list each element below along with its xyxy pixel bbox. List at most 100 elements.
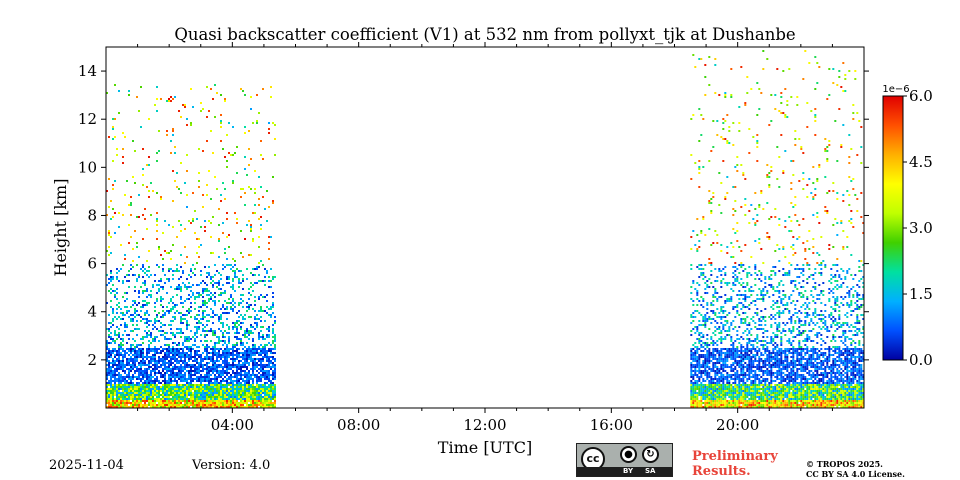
heatmap-cell-seg0 bbox=[178, 398, 180, 400]
heatmap-cell-seg0 bbox=[130, 314, 132, 316]
heatmap-cell-seg0 bbox=[106, 394, 108, 396]
heatmap-cell-seg0 bbox=[194, 332, 196, 334]
heatmap-cell-seg1 bbox=[760, 398, 763, 400]
heatmap-cell-seg0 bbox=[198, 350, 200, 352]
heatmap-cell-seg0 bbox=[254, 402, 256, 404]
heatmap-cell-seg0 bbox=[164, 368, 166, 370]
heatmap-cell-seg0 bbox=[268, 128, 270, 130]
heatmap-cell-seg0 bbox=[258, 298, 260, 300]
heatmap-cell-seg0 bbox=[174, 316, 176, 318]
heatmap-cell-seg0 bbox=[156, 152, 158, 154]
heatmap-cell-seg0 bbox=[250, 254, 252, 256]
heatmap-cell-seg1 bbox=[714, 314, 717, 316]
heatmap-cell-seg0 bbox=[272, 370, 274, 372]
heatmap-cell-seg0 bbox=[240, 338, 242, 340]
heatmap-cell-seg0 bbox=[108, 314, 110, 316]
heatmap-cell-seg0 bbox=[208, 398, 210, 400]
heatmap-cell-seg0 bbox=[272, 200, 274, 202]
heatmap-cell-seg1 bbox=[712, 378, 715, 380]
heatmap-cell-seg0 bbox=[128, 364, 130, 366]
heatmap-cell-seg1 bbox=[750, 366, 753, 368]
heatmap-cell-seg0 bbox=[226, 312, 228, 314]
heatmap-cell-seg0 bbox=[110, 380, 112, 382]
heatmap-cell-seg0 bbox=[132, 364, 134, 366]
heatmap-cell-seg1 bbox=[724, 324, 727, 326]
heatmap-cell-seg1 bbox=[698, 372, 701, 374]
heatmap-cell-seg1 bbox=[696, 346, 699, 348]
heatmap-cell-seg0 bbox=[112, 318, 114, 320]
heatmap-cell-seg0 bbox=[270, 306, 272, 308]
heatmap-cell-seg0 bbox=[252, 240, 254, 242]
heatmap-cell-seg0 bbox=[184, 358, 186, 360]
heatmap-cell-seg0 bbox=[184, 380, 186, 382]
heatmap-cell-seg0 bbox=[180, 358, 182, 360]
heatmap-cell-seg0 bbox=[106, 354, 108, 356]
heatmap-cell-seg0 bbox=[118, 346, 120, 348]
heatmap-cell-seg0 bbox=[144, 398, 146, 400]
heatmap-cell-seg0 bbox=[202, 388, 204, 390]
heatmap-cell-seg0 bbox=[244, 392, 246, 394]
heatmap-cell-seg1 bbox=[750, 334, 753, 336]
heatmap-cell-seg1 bbox=[698, 300, 701, 302]
heatmap-cell-seg1 bbox=[762, 378, 765, 380]
heatmap-cell-seg1 bbox=[718, 332, 721, 334]
heatmap-cell-seg0 bbox=[122, 280, 124, 282]
heatmap-cell-seg0 bbox=[148, 392, 150, 394]
heatmap-cell-seg0 bbox=[140, 366, 142, 368]
heatmap-cell-seg0 bbox=[254, 390, 256, 392]
heatmap-cell-seg0 bbox=[112, 290, 114, 292]
heatmap-cell-seg0 bbox=[214, 406, 216, 408]
heatmap-cell-seg0 bbox=[140, 348, 142, 350]
heatmap-cell-seg0 bbox=[264, 392, 266, 394]
heatmap-cell-seg1 bbox=[716, 380, 719, 382]
heatmap-cell-seg1 bbox=[690, 286, 693, 288]
heatmap-cell-seg1 bbox=[742, 392, 745, 394]
heatmap-cell-seg1 bbox=[706, 354, 709, 356]
heatmap-cell-seg0 bbox=[188, 286, 190, 288]
heatmap-cell-seg0 bbox=[272, 392, 274, 394]
heatmap-cell-seg0 bbox=[152, 338, 154, 340]
heatmap-cell-seg0 bbox=[182, 306, 184, 308]
heatmap-cell-seg0 bbox=[118, 344, 120, 346]
heatmap-cell-seg0 bbox=[110, 252, 112, 254]
heatmap-cell-seg1 bbox=[742, 304, 745, 306]
heatmap-cell-seg0 bbox=[178, 394, 180, 396]
heatmap-cell-seg0 bbox=[224, 198, 226, 200]
heatmap-cell-seg0 bbox=[226, 276, 228, 278]
heatmap-cell-seg0 bbox=[128, 386, 130, 388]
heatmap-cell-seg1 bbox=[720, 374, 723, 376]
heatmap-cell-seg1 bbox=[710, 384, 713, 386]
heatmap-cell-seg1 bbox=[694, 366, 697, 368]
heatmap-cell-seg0 bbox=[260, 388, 262, 390]
heatmap-cell-seg0 bbox=[252, 352, 254, 354]
heatmap-cell-seg0 bbox=[166, 404, 168, 406]
heatmap-cell-seg0 bbox=[264, 398, 266, 400]
heatmap-cell-seg0 bbox=[162, 286, 164, 288]
heatmap-cell-seg0 bbox=[150, 332, 152, 334]
heatmap-cell-seg1 bbox=[738, 376, 741, 378]
heatmap-cell-seg0 bbox=[178, 342, 180, 344]
heatmap-cell-seg0 bbox=[200, 322, 202, 324]
heatmap-cell-seg0 bbox=[170, 360, 172, 362]
heatmap-cell-seg0 bbox=[166, 344, 168, 346]
heatmap-cell-seg0 bbox=[122, 312, 124, 314]
heatmap-cell-seg1 bbox=[694, 162, 697, 164]
heatmap-cell-seg0 bbox=[252, 366, 254, 368]
heatmap-cell-seg0 bbox=[120, 362, 122, 364]
heatmap-cell-seg0 bbox=[116, 334, 118, 336]
heatmap-cell-seg1 bbox=[712, 294, 715, 296]
heatmap-cell-seg0 bbox=[268, 390, 270, 392]
heatmap-cell-seg0 bbox=[154, 402, 156, 404]
heatmap-cell-seg0 bbox=[134, 370, 136, 372]
heatmap-cell-seg1 bbox=[736, 222, 739, 224]
heatmap-cell-seg0 bbox=[264, 338, 266, 340]
heatmap-cell-seg0 bbox=[218, 366, 220, 368]
heatmap-cell-seg0 bbox=[264, 390, 266, 392]
heatmap-cell-seg0 bbox=[204, 374, 206, 376]
heatmap-cell-seg1 bbox=[734, 200, 737, 202]
heatmap-cell-seg0 bbox=[252, 392, 254, 394]
heatmap-cell-seg0 bbox=[178, 356, 180, 358]
heatmap-cell-seg0 bbox=[184, 402, 186, 404]
heatmap-cell-seg0 bbox=[212, 386, 214, 388]
heatmap-cell-seg0 bbox=[272, 122, 274, 124]
